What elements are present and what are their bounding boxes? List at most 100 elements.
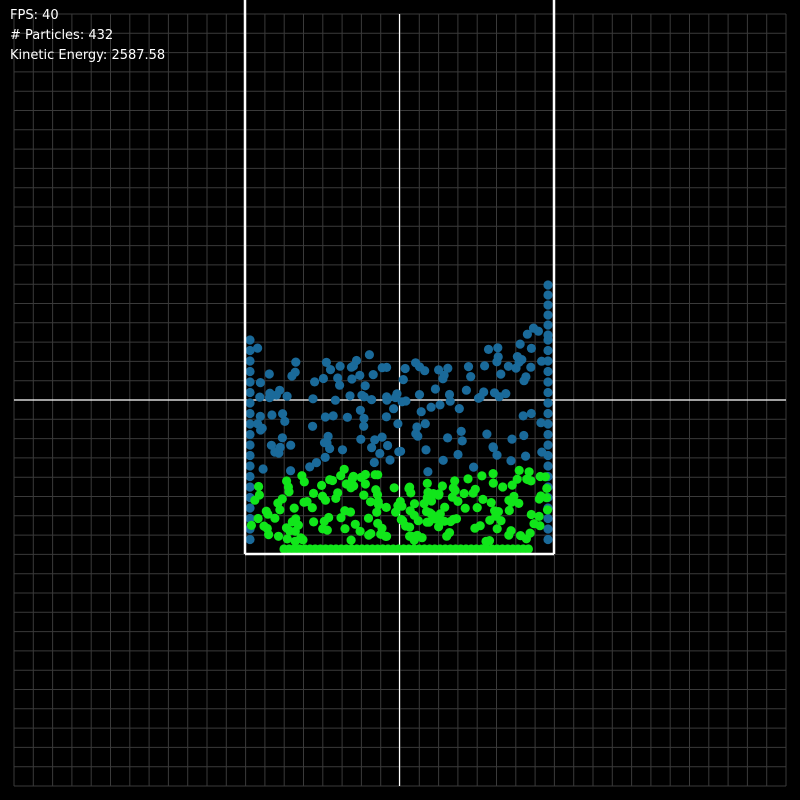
blue-particle — [266, 440, 276, 450]
green-particle — [389, 483, 399, 493]
green-particle — [492, 524, 502, 534]
green-particle — [320, 495, 331, 505]
blue-particle — [321, 357, 331, 367]
green-particle — [273, 498, 283, 508]
blue-particle — [335, 380, 345, 390]
blue-particle — [543, 387, 553, 398]
blue-particle — [493, 343, 503, 353]
blue-particle — [360, 381, 370, 391]
green-particle — [364, 530, 374, 540]
blue-particle — [245, 482, 255, 492]
blue-particle — [543, 429, 553, 440]
green-particle — [391, 507, 401, 517]
particle-count-readout: # Particles: 432 — [10, 28, 114, 43]
blue-particle — [325, 365, 336, 375]
green-particle — [291, 514, 301, 524]
blue-particle — [543, 290, 553, 300]
blue-particle — [454, 404, 464, 414]
blue-particle — [368, 370, 378, 380]
blue-particle — [501, 389, 511, 399]
blue-particle — [543, 300, 553, 310]
blue-particle — [258, 464, 268, 474]
blue-particle — [377, 363, 387, 373]
blue-particle — [421, 445, 431, 455]
green-particle — [523, 544, 534, 554]
blue-particle — [320, 452, 330, 462]
green-particle — [434, 522, 444, 532]
blue-particle — [543, 513, 553, 524]
blue-particle — [310, 377, 320, 387]
container-walls — [243, 0, 556, 556]
blue-particle — [526, 362, 536, 372]
blue-particle — [469, 462, 479, 472]
blue-particle — [519, 430, 529, 441]
green-particle — [336, 513, 346, 523]
blue-particle — [245, 419, 255, 429]
blue-particle — [506, 456, 516, 466]
green-particle — [373, 518, 383, 529]
green-particle — [459, 488, 469, 499]
blue-particle — [543, 377, 553, 387]
green-particle — [506, 497, 516, 507]
green-particle — [444, 528, 455, 538]
blue-particle — [255, 411, 265, 421]
green-particle — [486, 498, 496, 508]
green-particle — [460, 503, 470, 513]
green-particle — [542, 505, 553, 515]
blue-particle — [480, 361, 490, 371]
green-particle — [307, 503, 317, 513]
green-particle — [347, 473, 357, 484]
blue-particle — [255, 378, 265, 388]
blue-particle — [461, 385, 471, 395]
blue-particle — [543, 524, 553, 534]
blue-particle — [335, 361, 345, 371]
green-particle — [317, 480, 327, 490]
blue-particle — [396, 446, 406, 456]
green-particle — [542, 483, 552, 493]
blue-particle — [245, 398, 255, 408]
green-particle — [534, 511, 544, 521]
blue-particle — [537, 447, 547, 457]
blue-particle — [320, 412, 330, 422]
green-particle — [405, 482, 415, 492]
blue-particle — [355, 370, 365, 380]
blue-particle — [245, 429, 255, 440]
blue-particle — [351, 355, 362, 366]
green-particle — [359, 490, 369, 500]
blue-particle — [245, 534, 255, 545]
blue-particle — [245, 335, 255, 345]
blue-particle — [543, 366, 553, 377]
green-particle — [365, 497, 376, 507]
blue-particle — [543, 440, 553, 450]
green-particle — [504, 505, 514, 516]
green-particle — [350, 519, 360, 529]
green-particle — [270, 513, 280, 523]
green-particle — [281, 523, 292, 533]
blue-particle — [382, 395, 392, 405]
green-particle — [422, 517, 432, 527]
blue-particle — [400, 363, 410, 374]
blue-particle — [507, 434, 517, 444]
green-particle — [413, 516, 423, 526]
blue-particle — [355, 405, 365, 415]
blue-fluid-particles — [245, 280, 553, 545]
blue-particle — [533, 326, 544, 336]
green-particle — [470, 484, 480, 494]
blue-particle — [245, 366, 255, 377]
blue-particle — [411, 429, 421, 439]
blue-particle — [367, 395, 377, 405]
blue-particle — [245, 440, 255, 450]
blue-particle — [456, 426, 466, 436]
green-particle — [409, 499, 420, 509]
blue-particle — [253, 343, 263, 353]
blue-particle — [308, 394, 318, 404]
green-particle — [478, 494, 488, 504]
stats-overlay: FPS: 40 # Particles: 432 Kinetic Energy:… — [10, 6, 165, 66]
green-particle — [382, 531, 392, 542]
blue-particle — [414, 390, 425, 400]
blue-particle — [430, 384, 440, 394]
blue-particle — [453, 449, 463, 460]
blue-particle — [385, 455, 395, 465]
blue-particle — [381, 412, 391, 422]
